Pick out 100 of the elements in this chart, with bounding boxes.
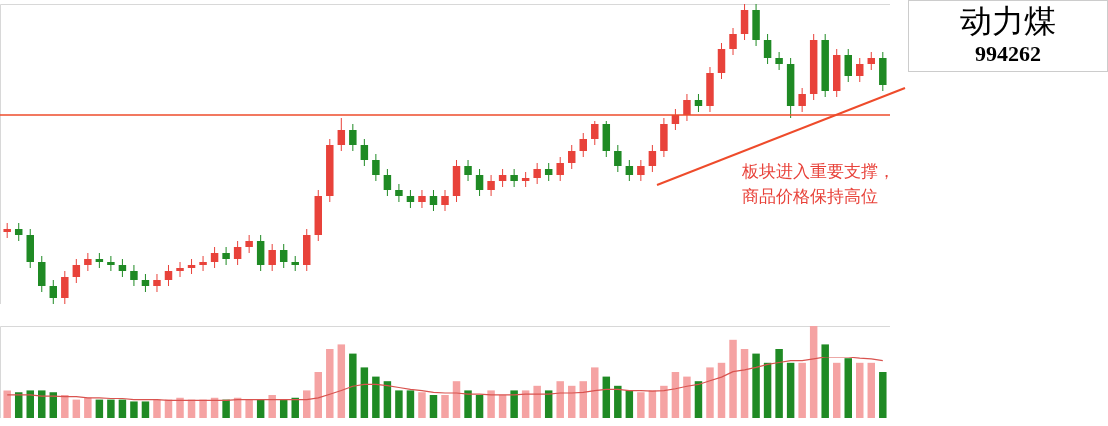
candlestick [475, 168, 484, 197]
bar [844, 358, 852, 418]
bar [533, 385, 541, 418]
bar [222, 399, 230, 418]
bar [107, 399, 115, 418]
candlestick [429, 189, 438, 212]
bar [130, 401, 138, 418]
candlestick [510, 168, 518, 188]
bar [625, 390, 634, 418]
bar [326, 349, 334, 418]
bar [26, 390, 34, 418]
candlestick [256, 234, 265, 272]
candlestick [487, 174, 495, 197]
candlestick [268, 243, 276, 272]
bar [521, 390, 530, 418]
candlestick [164, 264, 173, 287]
candlestick [210, 246, 219, 269]
bar [372, 376, 380, 418]
text: 994262 [974, 41, 1042, 67]
bar [832, 362, 841, 418]
bar [349, 353, 357, 418]
bar [809, 326, 818, 418]
bar [867, 362, 876, 418]
bar [752, 353, 760, 418]
candlestick [176, 261, 184, 278]
bar [821, 344, 829, 418]
bar [256, 399, 265, 418]
bar [637, 392, 645, 418]
bar [763, 362, 772, 418]
bar [118, 399, 127, 418]
candlestick [625, 159, 634, 182]
bar [199, 399, 207, 418]
bar [706, 367, 714, 418]
bar [786, 362, 795, 418]
bar [775, 349, 783, 418]
bar [38, 390, 46, 418]
bar [14, 392, 23, 418]
bar [740, 349, 749, 418]
candlestick [591, 120, 599, 146]
annotation: 商品价格保持高位 [742, 186, 878, 206]
candlestick [383, 168, 392, 197]
bar [141, 401, 150, 418]
bar [556, 381, 564, 418]
bar [303, 390, 311, 418]
bar [429, 395, 438, 418]
bar [176, 397, 184, 418]
candlestick [579, 132, 587, 158]
bar [683, 376, 691, 418]
candlestick [637, 159, 645, 182]
bar [660, 385, 668, 418]
candlestick [717, 42, 726, 80]
annotation: 板块进入重要支撑， [741, 161, 895, 181]
bar [487, 390, 495, 418]
bar [475, 395, 484, 418]
bar [602, 376, 611, 418]
bar [406, 390, 415, 418]
bar [671, 372, 680, 418]
candlestick [648, 144, 657, 173]
bar [61, 395, 69, 418]
bar [544, 390, 553, 418]
bar [72, 399, 81, 418]
candlestick [567, 144, 576, 170]
bar [879, 372, 887, 418]
candlestick [72, 258, 81, 284]
candlestick [844, 48, 852, 83]
candlestick [441, 189, 449, 212]
bar [360, 367, 369, 418]
bar [729, 339, 737, 418]
candlestick [856, 57, 864, 83]
candlestick [614, 144, 622, 173]
candlestick [533, 162, 541, 185]
candlestick [153, 273, 161, 293]
bar [337, 344, 346, 418]
candlestick [38, 255, 46, 293]
bar [591, 367, 599, 418]
bar [510, 390, 518, 418]
bar [291, 397, 299, 418]
bar [383, 381, 392, 418]
candlestick [360, 138, 369, 167]
candlestick [222, 246, 230, 266]
candlestick [372, 153, 380, 182]
bar [95, 399, 104, 418]
candlestick [740, 4, 749, 41]
bar [395, 390, 403, 418]
bar [464, 390, 472, 418]
candlestick [130, 264, 138, 287]
candlestick [199, 255, 207, 272]
candlestick [729, 27, 737, 56]
bar [579, 381, 587, 418]
candlestick [279, 243, 288, 269]
bar [3, 390, 11, 418]
candlestick [763, 33, 772, 65]
bar [694, 381, 703, 418]
candlestick [233, 240, 242, 266]
bar [798, 362, 806, 418]
bar [268, 395, 276, 418]
candlestick [683, 93, 691, 122]
candlestick [245, 234, 253, 254]
bar [314, 372, 323, 418]
bar [153, 399, 161, 418]
